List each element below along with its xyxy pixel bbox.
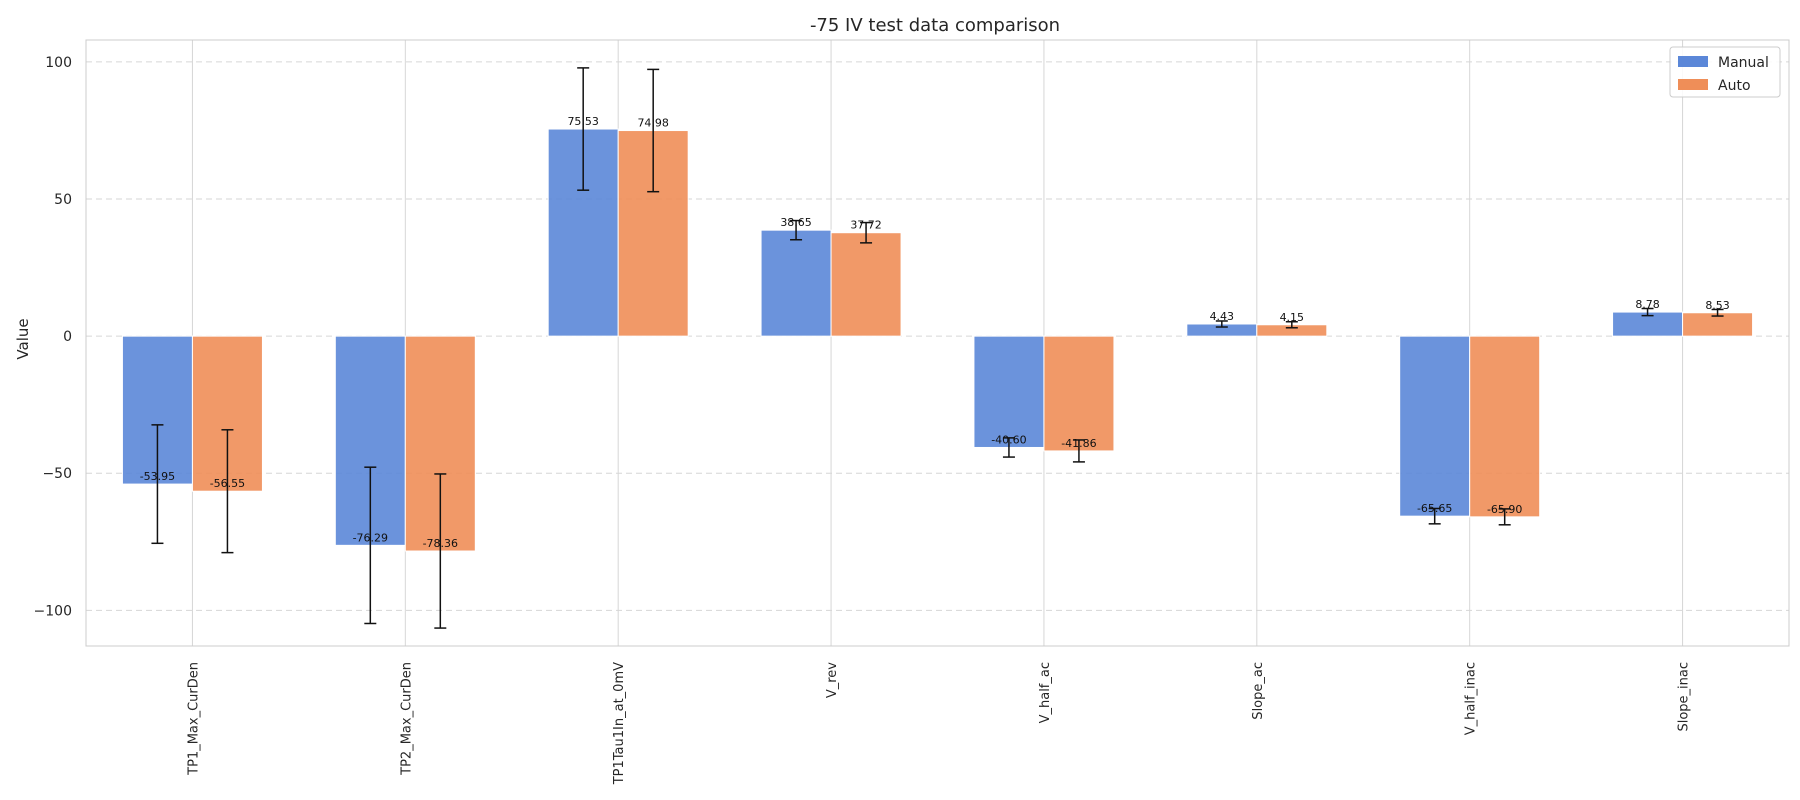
x-tick-label: TP2_Max_CurDen xyxy=(399,662,414,776)
legend: Manual Auto xyxy=(1669,46,1781,98)
x-tick-label: TP1Tau1In_at_0mV xyxy=(612,662,627,785)
bar-manual xyxy=(760,229,832,337)
x-tick-label: Slope_ac xyxy=(1251,662,1266,720)
error-bars xyxy=(151,67,1724,629)
data-label: 37.72 xyxy=(850,219,882,232)
axis-ticks: 100 50 0 −50 −100 TP1_Max_CurDen TP2_Max_CurDe… xyxy=(34,55,1692,785)
data-label: -78.36 xyxy=(423,537,458,550)
plot-frame xyxy=(85,39,1790,647)
bar-manual xyxy=(973,335,1045,448)
data-label: 8.53 xyxy=(1705,299,1730,312)
x-tick-label: V_half_ac xyxy=(1038,662,1053,723)
chart-title: -75 IV test data comparison xyxy=(810,15,1060,36)
data-label: -65.65 xyxy=(1417,502,1452,515)
data-label: 75.53 xyxy=(567,115,599,128)
data-labels: -53.95 -76.29 75.53 38.65 -40.60 4.43 -65.65 8.… xyxy=(140,115,1730,550)
legend-swatch-manual xyxy=(1678,56,1708,67)
data-label: -40.60 xyxy=(991,433,1026,446)
bar-auto xyxy=(1043,335,1115,452)
x-tick-label: Slope_inac xyxy=(1677,662,1692,732)
data-label: 8.78 xyxy=(1635,298,1660,311)
data-label: 4.15 xyxy=(1280,311,1305,324)
y-tick-label: 100 xyxy=(45,55,72,71)
y-tick-label: 0 xyxy=(63,329,72,345)
x-tick-label: V_rev xyxy=(825,662,840,698)
bar-manual xyxy=(1399,335,1471,517)
data-label: 4.43 xyxy=(1210,310,1235,323)
y-tick-label: −100 xyxy=(34,603,72,619)
data-label: -76.29 xyxy=(353,531,388,544)
x-tick-label: TP1_Max_CurDen xyxy=(186,662,201,776)
data-label: -56.55 xyxy=(210,477,245,490)
data-label: -65.90 xyxy=(1487,503,1522,516)
data-label: 74.98 xyxy=(637,117,669,130)
legend-label-manual: Manual xyxy=(1718,55,1769,71)
legend-swatch-auto xyxy=(1678,79,1708,90)
legend-label-auto: Auto xyxy=(1718,78,1751,94)
bar-auto xyxy=(1469,335,1541,518)
data-label: -53.95 xyxy=(140,470,175,483)
x-tick-label: V_half_inac xyxy=(1464,662,1479,735)
bar-auto xyxy=(830,232,902,337)
y-tick-label: −50 xyxy=(42,466,72,482)
y-tick-label: 50 xyxy=(54,192,72,208)
y-axis-label: Value xyxy=(14,318,32,359)
data-label: -41.86 xyxy=(1061,437,1096,450)
data-label: 38.65 xyxy=(780,216,812,229)
